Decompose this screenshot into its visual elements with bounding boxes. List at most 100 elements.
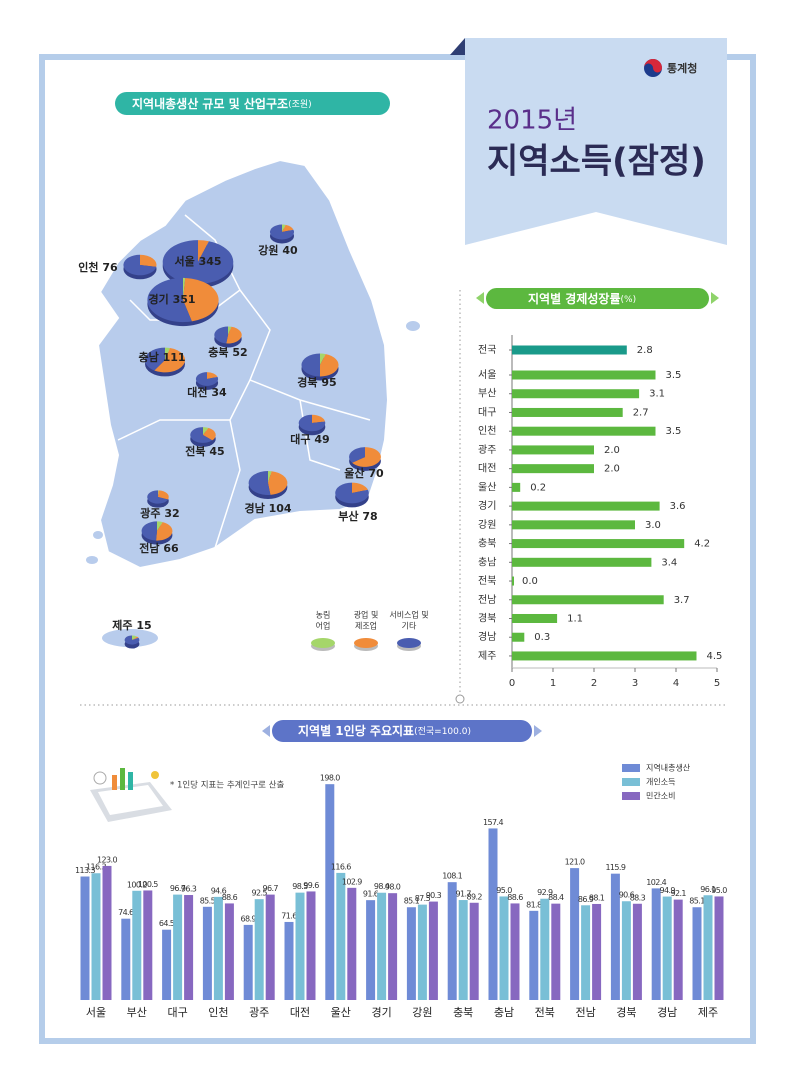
pie-slice xyxy=(298,414,326,432)
pie-slice xyxy=(349,447,365,463)
value-label: 68.9 xyxy=(240,914,256,923)
bar xyxy=(651,888,661,1000)
y-tick-label: 충북 xyxy=(478,538,496,550)
y-tick-label: 강원 xyxy=(478,519,496,531)
bar xyxy=(512,520,635,530)
pie-slice xyxy=(183,277,186,300)
bar xyxy=(173,894,183,1000)
x-tick-label: 경남 xyxy=(657,1006,677,1019)
region-label: 전북 45 xyxy=(185,444,224,458)
value-label: 98.5 xyxy=(292,882,308,891)
value-label: 4.5 xyxy=(707,651,723,662)
region-value: 351 xyxy=(173,293,196,306)
bar xyxy=(512,389,640,399)
bar xyxy=(91,873,101,1000)
region-label: 충북 52 xyxy=(208,345,247,359)
value-label: 198.0 xyxy=(320,774,340,783)
icon-bar xyxy=(112,775,117,790)
legend-label: 광업 및 xyxy=(354,610,379,620)
logo-mark-top xyxy=(644,59,662,73)
x-tick-label: 울산 xyxy=(331,1006,351,1019)
bar xyxy=(581,905,591,1000)
bar xyxy=(488,828,498,1000)
bar xyxy=(295,892,305,1000)
pie-slice xyxy=(228,326,232,335)
bar xyxy=(632,903,642,1000)
map-unit: (조원) xyxy=(288,99,312,110)
value-label: 94.9 xyxy=(659,886,675,895)
bar xyxy=(512,539,685,549)
bar-unit: (%) xyxy=(621,295,637,305)
x-tick-label: 제주 xyxy=(698,1006,718,1019)
y-tick-label: 전남 xyxy=(478,594,496,606)
pill-arrow xyxy=(262,725,270,737)
pie-slice xyxy=(156,522,173,541)
bar xyxy=(512,613,558,623)
pie-slice xyxy=(158,490,159,497)
region-name: 충북 xyxy=(208,345,228,359)
island xyxy=(86,556,98,564)
icon-bar xyxy=(128,772,133,790)
pie-slice xyxy=(248,470,271,496)
pie-slice xyxy=(147,277,192,323)
x-tick-label: 서울 xyxy=(86,1006,106,1019)
bar-title: 지역별 경제성장률 xyxy=(528,291,621,306)
bar xyxy=(224,903,234,1000)
bar xyxy=(610,873,620,1000)
bar xyxy=(673,899,683,1000)
value-label: 99.6 xyxy=(303,881,319,890)
value-label: 95.0 xyxy=(711,886,727,895)
section-title: 지역별 1인당 주요지표(전국=100.0) xyxy=(298,723,471,738)
region-name: 전북 xyxy=(185,444,205,458)
y-tick-label: 인천 xyxy=(478,425,496,437)
pie-slice xyxy=(144,347,165,371)
region-value: 66 xyxy=(163,542,179,555)
y-tick-label: 서울 xyxy=(478,369,496,381)
pie-slice xyxy=(154,347,186,373)
pie-slice xyxy=(312,414,326,423)
region-label: 대구 49 xyxy=(290,432,329,446)
value-label: 96.3 xyxy=(181,885,197,894)
value-label: 100.5 xyxy=(138,880,158,889)
bar xyxy=(377,892,387,1000)
section-title: 지역별 경제성장률(%) xyxy=(528,291,636,306)
bar xyxy=(243,924,253,1000)
region-value: 32 xyxy=(164,507,179,520)
value-label: 89.2 xyxy=(466,892,482,901)
bar xyxy=(336,872,346,1000)
x-tick-label: 광주 xyxy=(249,1006,269,1019)
value-label: 3.0 xyxy=(645,520,661,531)
legend-swatch xyxy=(354,638,378,648)
legend-swatch xyxy=(622,778,640,786)
section-pill xyxy=(115,92,390,115)
value-label: 2.8 xyxy=(637,345,653,356)
logo-text: 통계청 xyxy=(667,61,697,75)
map-title: 지역내총생산 규모 및 산업구조 xyxy=(132,96,288,111)
region-name: 부산 xyxy=(338,509,358,523)
island xyxy=(406,321,420,331)
region-label: 부산 78 xyxy=(338,509,377,523)
y-tick-label: 부산 xyxy=(478,388,496,400)
bar xyxy=(510,903,520,1000)
bar xyxy=(703,895,713,1000)
value-label: 85.5 xyxy=(200,896,216,905)
bar xyxy=(80,876,90,1000)
pie-slice xyxy=(195,372,219,386)
pie-slice xyxy=(320,353,326,365)
icon-gear xyxy=(93,771,107,785)
legend-swatch xyxy=(397,638,421,648)
bar xyxy=(592,903,602,1000)
region-value: 111 xyxy=(163,351,186,364)
value-label: 88.6 xyxy=(507,893,523,902)
pill-arrow xyxy=(476,292,484,304)
pie-slice xyxy=(147,490,168,504)
x-tick-label: 강원 xyxy=(412,1006,432,1019)
value-label: 94.6 xyxy=(211,886,227,895)
bar xyxy=(570,868,580,1000)
value-label: 3.1 xyxy=(649,389,665,400)
region-label: 전남 66 xyxy=(139,541,179,555)
header-ribbon xyxy=(465,38,727,245)
value-label: 90.3 xyxy=(426,891,442,900)
x-tick-label: 전북 xyxy=(535,1006,555,1019)
